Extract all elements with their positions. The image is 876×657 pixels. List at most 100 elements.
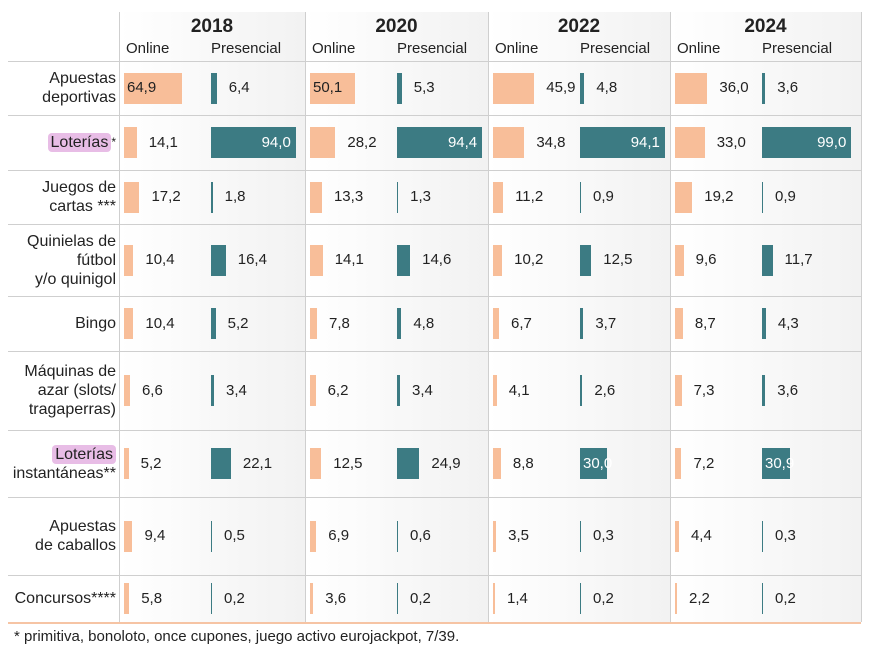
value-online-2020: 3,6 — [325, 589, 347, 607]
value-online-2022: 4,1 — [508, 381, 530, 399]
value-online-2024: 9,6 — [695, 251, 717, 268]
bar-online-2018 — [124, 520, 133, 552]
value-online-2022: 3,5 — [508, 527, 529, 544]
value-presencial-2018: 16,4 — [237, 251, 267, 268]
bar-presencial-2020 — [397, 308, 402, 339]
bar-online-2020 — [310, 72, 356, 104]
bar-online-2024 — [675, 244, 684, 276]
value-online-2020: 28,2 — [347, 133, 377, 151]
row-divider — [8, 224, 861, 225]
bar-online-2020 — [310, 520, 317, 552]
value-presencial-2024: 4,3 — [777, 314, 799, 332]
row-label-line: tragaperras) — [28, 401, 116, 418]
row-label-line: Loterías * — [47, 133, 116, 152]
row-divider — [8, 115, 861, 116]
row-label-line: Apuestas — [49, 70, 116, 87]
value-online-2024: 7,3 — [693, 381, 715, 399]
bar-online-2020 — [310, 181, 322, 213]
series-header-presencial: Presencial — [397, 40, 468, 57]
bar-presencial-2022 — [580, 583, 581, 614]
bar-online-2020 — [310, 244, 323, 276]
bar-presencial-2020 — [397, 375, 401, 406]
value-presencial-2022: 2,6 — [594, 381, 616, 399]
year-header-2022: 2022 — [557, 16, 601, 37]
bar-online-2020 — [310, 583, 314, 614]
bar-presencial-2020 — [397, 244, 411, 276]
row-label-line: de caballos — [35, 537, 116, 554]
row-label: Quinielas de fútbol y/o quinigol — [8, 226, 116, 294]
bar-online-2022 — [493, 244, 503, 276]
value-presencial-2018: 3,4 — [226, 381, 247, 399]
bar-online-2024 — [675, 520, 679, 552]
bar-online-2024 — [675, 375, 682, 406]
row-divider — [8, 170, 861, 171]
value-presencial-2024: 0,9 — [775, 188, 796, 205]
row-divider — [8, 575, 861, 576]
value-presencial-2022: 30,0 — [583, 454, 613, 472]
bar-online-2018 — [124, 308, 134, 339]
bar-presencial-2020 — [397, 127, 482, 158]
value-online-2020: 6,9 — [328, 527, 350, 544]
value-online-2024: 33,0 — [716, 133, 746, 151]
value-presencial-2022: 3,7 — [595, 314, 617, 332]
row-label-line: Concursos**** — [14, 590, 116, 607]
value-presencial-2020: 4,8 — [413, 314, 435, 332]
footnote: * primitiva, bonoloto, once cupones, jue… — [14, 628, 460, 645]
value-online-2018: 10,4 — [145, 251, 175, 268]
value-online-2020: 50,1 — [313, 79, 343, 96]
value-online-2024: 36,0 — [719, 79, 749, 96]
row-label-line: y/o quinigol — [35, 270, 116, 288]
bar-online-2024 — [675, 72, 708, 104]
value-presencial-2022: 4,8 — [596, 79, 618, 96]
value-presencial-2018: 94,0 — [261, 133, 291, 151]
row-label-line: fútbol — [76, 251, 116, 269]
value-online-2024: 8,7 — [694, 314, 716, 332]
row-label-highlight: Loterías — [47, 133, 112, 152]
row-label: Juegos de cartas *** — [8, 172, 116, 222]
row-divider — [8, 497, 861, 498]
value-online-2020: 6,2 — [327, 381, 349, 399]
bar-online-2018 — [124, 448, 129, 479]
bar-presencial-2018 — [211, 127, 296, 158]
value-online-2018: 14,1 — [148, 133, 178, 151]
row-divider — [8, 61, 861, 62]
bar-online-2018 — [124, 583, 130, 614]
value-presencial-2020: 0,2 — [410, 589, 431, 607]
bar-presencial-2020 — [397, 181, 399, 213]
bar-presencial-2018 — [211, 448, 231, 479]
value-online-2020: 7,8 — [329, 314, 350, 332]
value-presencial-2018: 22,1 — [242, 454, 273, 472]
row-label: Loterías instantáneas** — [8, 432, 116, 495]
column-divider — [305, 12, 306, 622]
series-header-online: Online — [312, 40, 356, 57]
bar-presencial-2024 — [762, 520, 763, 552]
bar-online-2018 — [124, 375, 130, 406]
bar-presencial-2022 — [580, 127, 665, 158]
bar-presencial-2020 — [397, 520, 398, 552]
value-online-2020: 14,1 — [334, 251, 364, 268]
bar-presencial-2024 — [762, 72, 766, 104]
year-column-bg — [488, 12, 670, 622]
row-label-note: * — [111, 135, 116, 149]
bar-presencial-2018 — [211, 308, 216, 339]
value-presencial-2020: 14,6 — [422, 251, 452, 268]
year-header-2018: 2018 — [190, 16, 234, 37]
bar-presencial-2022 — [580, 181, 581, 213]
series-header-online: Online — [495, 40, 539, 57]
bar-presencial-2020 — [397, 583, 398, 614]
bar-presencial-2024 — [762, 308, 766, 339]
value-online-2022: 45,9 — [546, 79, 576, 96]
value-presencial-2018: 6,4 — [228, 79, 250, 96]
bar-online-2018 — [124, 181, 140, 213]
row-label: Apuestas de caballos — [8, 499, 116, 573]
series-header-presencial: Presencial — [211, 40, 282, 57]
value-presencial-2022: 0,9 — [593, 188, 614, 205]
series-header-online: Online — [126, 40, 170, 57]
value-presencial-2020: 0,6 — [410, 527, 431, 544]
value-presencial-2020: 1,3 — [410, 188, 432, 205]
value-presencial-2020: 94,4 — [447, 133, 478, 151]
bar-online-2022 — [493, 375, 497, 406]
bar-online-2020 — [310, 375, 316, 406]
bar-online-2022 — [493, 520, 497, 552]
